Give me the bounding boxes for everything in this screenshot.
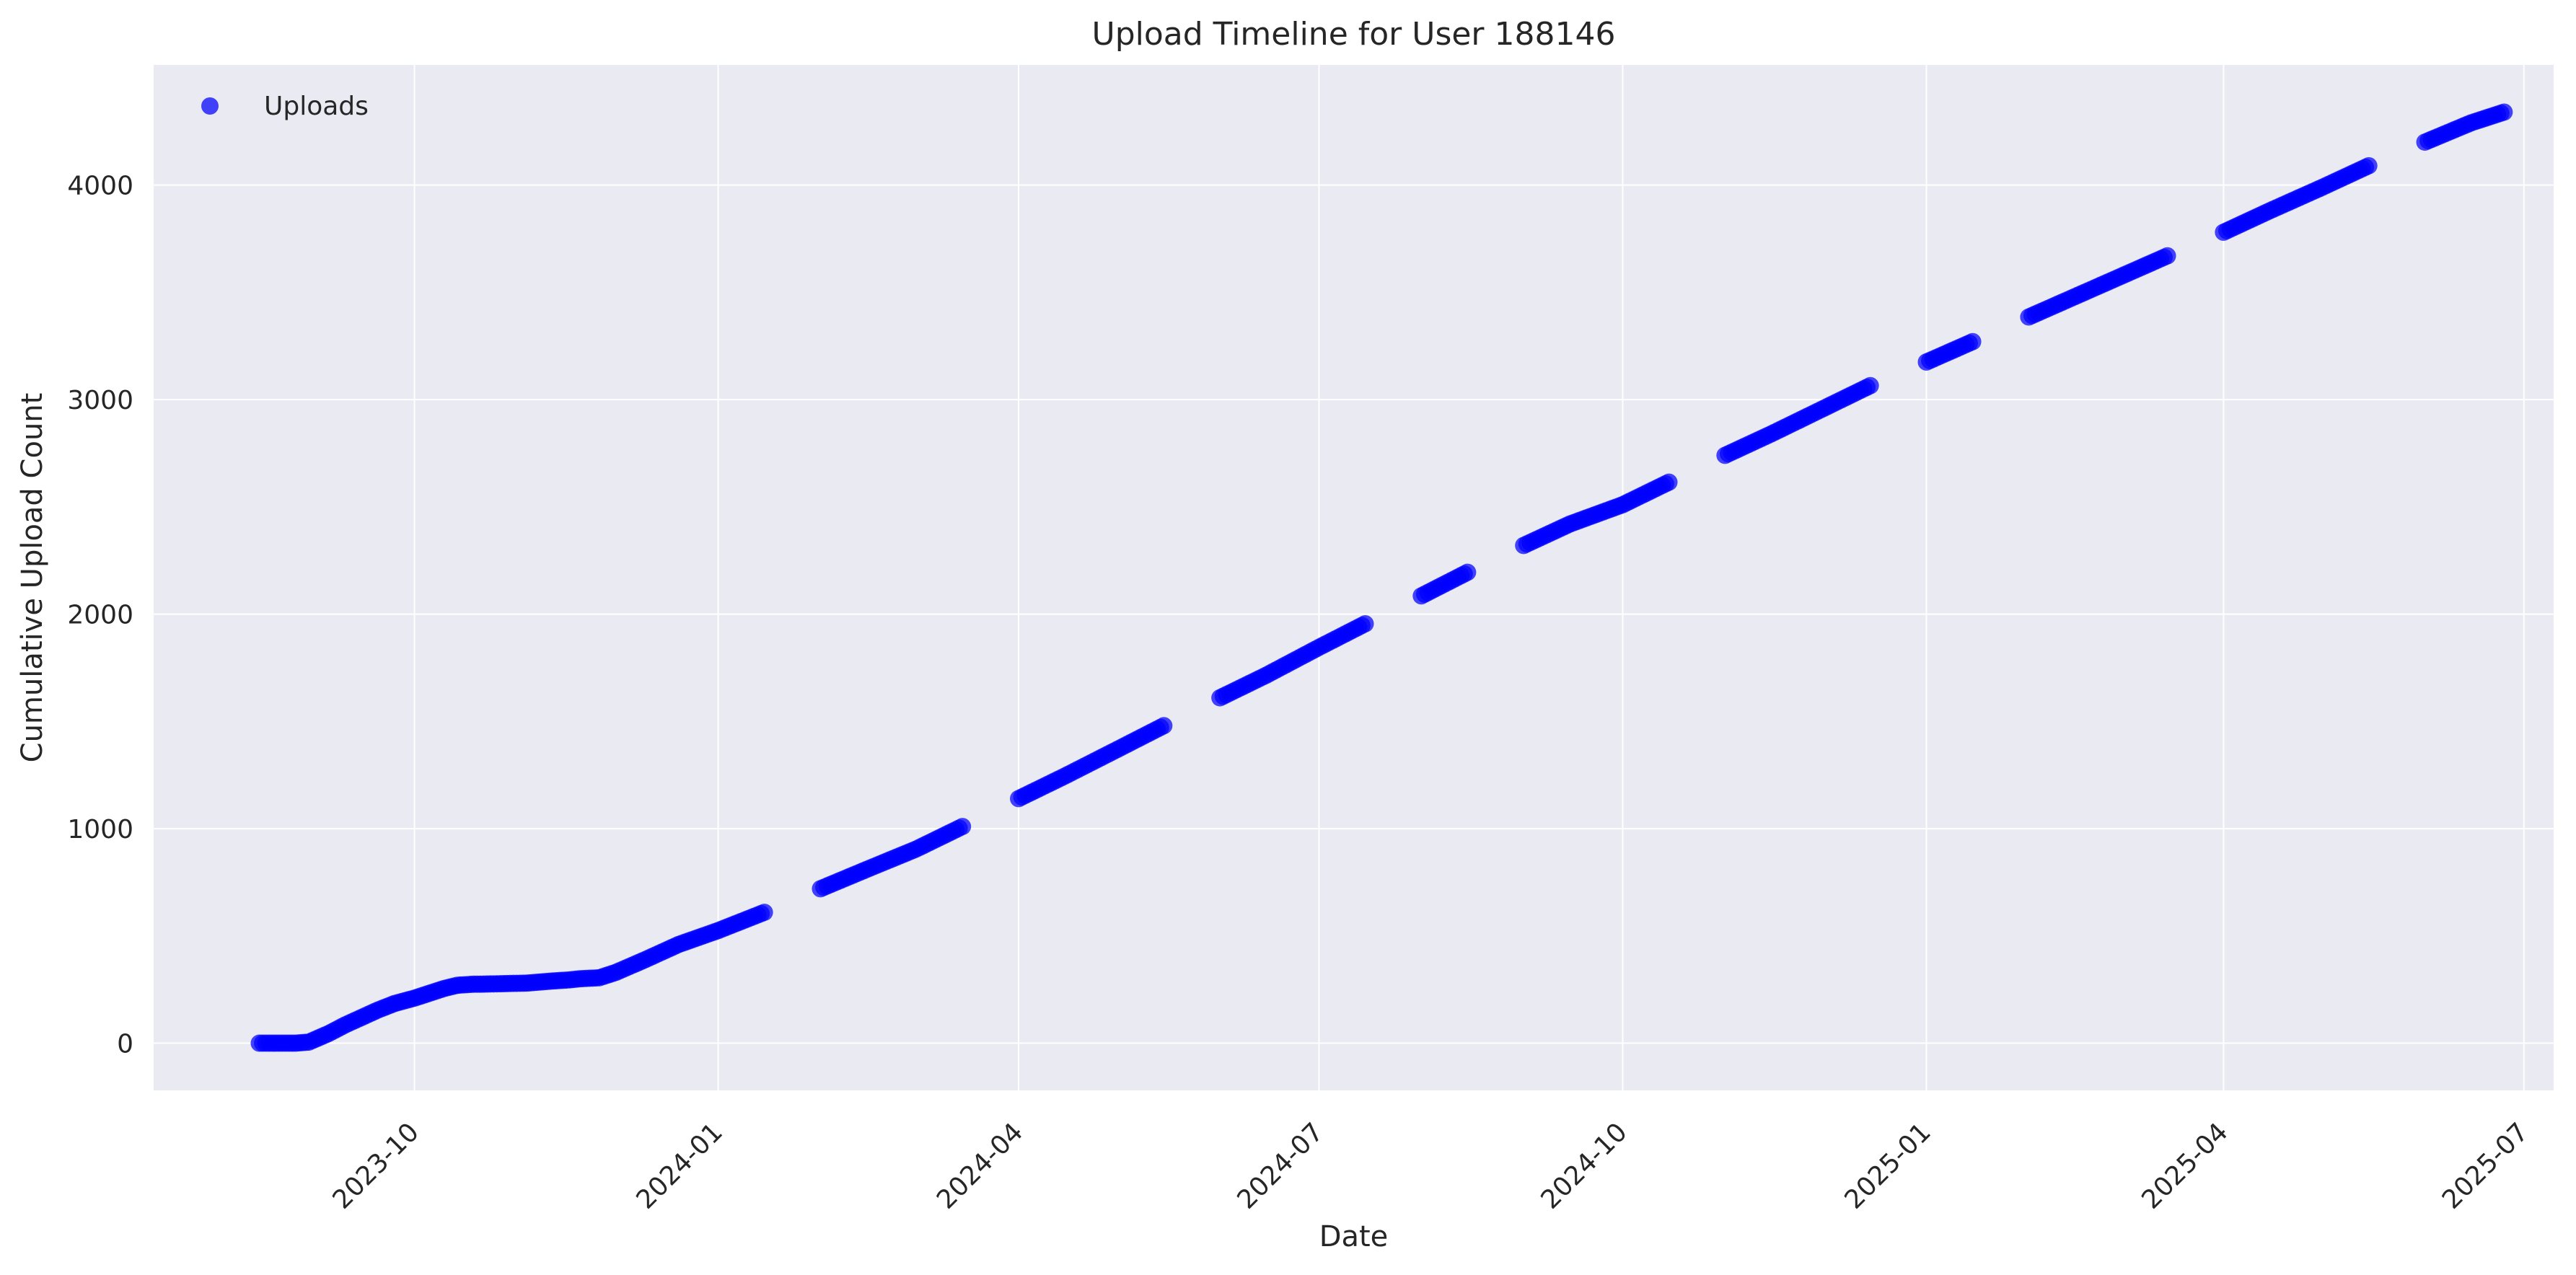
y-tick-label: 4000 xyxy=(67,172,133,201)
x-axis-label: Date xyxy=(1319,1220,1389,1253)
legend-label-uploads: Uploads xyxy=(264,92,369,121)
y-tick-label: 1000 xyxy=(67,815,133,844)
legend-marker xyxy=(201,97,219,115)
y-axis-label: Cumulative Upload Count xyxy=(16,393,49,763)
data-point xyxy=(1861,376,1879,394)
grid xyxy=(154,65,2554,1090)
chart-title: Upload Timeline for User 188146 xyxy=(1092,16,1616,53)
data-point xyxy=(1459,563,1477,581)
y-tick-label: 3000 xyxy=(67,386,133,415)
data-point xyxy=(1660,473,1678,491)
data-point xyxy=(1155,717,1173,735)
data-point xyxy=(1356,614,1374,632)
data-point xyxy=(755,904,773,922)
data-point xyxy=(2495,103,2513,121)
y-tick-label: 0 xyxy=(117,1030,133,1059)
series-uploads xyxy=(250,103,2513,1052)
legend: Uploads xyxy=(201,92,369,121)
data-point xyxy=(954,818,972,836)
data-point xyxy=(1964,332,1982,350)
plot-area xyxy=(154,65,2554,1090)
y-tick-label: 2000 xyxy=(67,601,133,630)
data-point xyxy=(2360,156,2378,175)
data-point xyxy=(2158,247,2176,265)
